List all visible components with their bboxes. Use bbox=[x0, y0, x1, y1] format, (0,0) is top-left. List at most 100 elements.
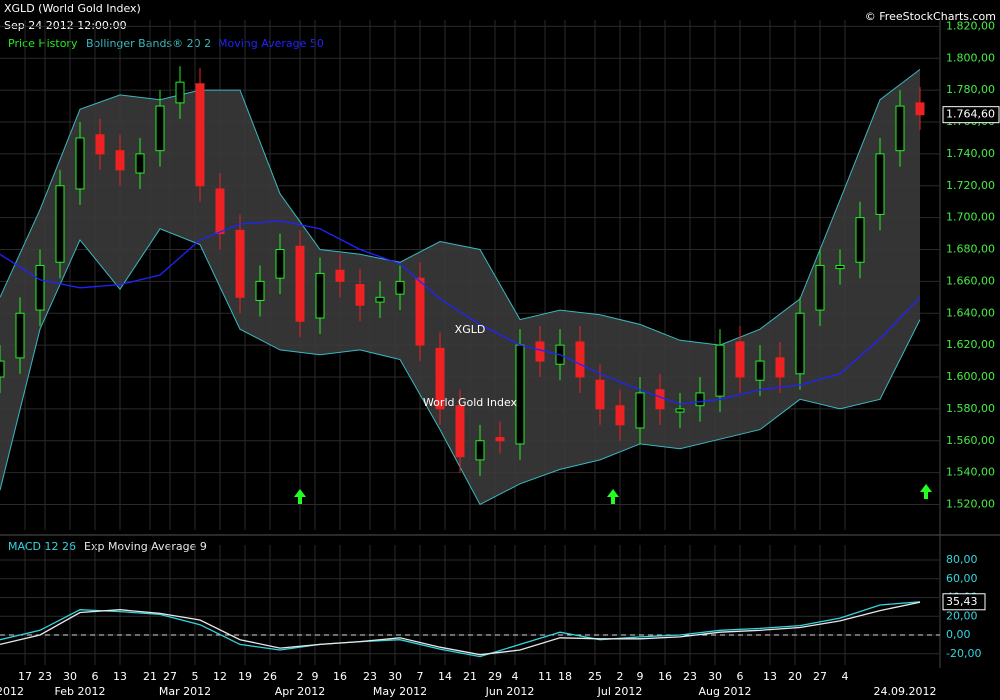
x-tick-label: 26 bbox=[263, 670, 277, 683]
candle-body bbox=[435, 347, 445, 410]
x-tick-label: 19 bbox=[238, 670, 252, 683]
candle-body bbox=[15, 312, 25, 359]
y-tick-label: 1.820,00 bbox=[946, 19, 995, 32]
y-tick-label: 1.780,00 bbox=[946, 83, 995, 96]
x-tick-label: 2 bbox=[297, 670, 304, 683]
candle-body bbox=[35, 264, 45, 311]
arrow bbox=[920, 484, 932, 499]
x-tick-label: 30 bbox=[388, 670, 402, 683]
last-price-box bbox=[942, 106, 1000, 124]
x-tick-label: 17 bbox=[18, 670, 32, 683]
x-tick-label: 21 bbox=[463, 670, 477, 683]
x-tick-label: 25 bbox=[588, 670, 602, 683]
month-label: Apr 2012 bbox=[275, 685, 326, 698]
x-tick-label: 4 bbox=[842, 670, 849, 683]
candles bbox=[0, 66, 925, 476]
candle-body bbox=[135, 153, 145, 174]
candle-body bbox=[635, 392, 645, 429]
y-tick-label: 1.560,00 bbox=[946, 434, 995, 447]
month-label: Jul 2012 bbox=[597, 685, 643, 698]
x-tick-label: 11 bbox=[538, 670, 552, 683]
x-tick-label: 23 bbox=[363, 670, 377, 683]
candle-body bbox=[575, 341, 585, 378]
y-tick-label: 1.660,00 bbox=[946, 274, 995, 287]
y-tick-label: 60,00 bbox=[946, 572, 978, 585]
x-tick-label: 20 bbox=[788, 670, 802, 683]
candle-body bbox=[535, 341, 545, 362]
candle-body bbox=[655, 389, 665, 410]
x-tick-label: 5 bbox=[192, 670, 199, 683]
x-tick-label: 9 bbox=[312, 670, 319, 683]
candle-body bbox=[695, 392, 705, 407]
candle-body bbox=[295, 245, 305, 322]
x-tick-label: 12 bbox=[213, 670, 227, 683]
chart-title: XGLD (World Gold Index) bbox=[4, 2, 141, 15]
y-tick-label: 1.740,00 bbox=[946, 147, 995, 160]
x-tick-label: 6 bbox=[92, 670, 99, 683]
watermark: XGLD bbox=[455, 323, 486, 336]
candle-body bbox=[215, 188, 225, 235]
x-tick-label: 2 bbox=[617, 670, 624, 683]
x-tick-label: 30 bbox=[708, 670, 722, 683]
candle-body bbox=[595, 379, 605, 410]
x-tick-label: 16 bbox=[658, 670, 672, 683]
band-fill bbox=[0, 69, 920, 505]
candle-body bbox=[855, 217, 865, 263]
candle-body bbox=[415, 277, 425, 346]
candle-body bbox=[775, 357, 785, 378]
candle-body bbox=[315, 272, 325, 319]
source: © FreeStockCharts.com bbox=[865, 10, 996, 23]
macd-line bbox=[0, 601, 921, 658]
x-tick-label: 9 bbox=[637, 670, 644, 683]
candle-body bbox=[115, 150, 125, 171]
candle-body bbox=[235, 229, 245, 298]
candle-body bbox=[455, 405, 465, 458]
x-tick-label: 13 bbox=[113, 670, 127, 683]
x-tick-label: 27 bbox=[163, 670, 177, 683]
y-tick-label: 1.640,00 bbox=[946, 306, 995, 319]
moving-average bbox=[0, 220, 921, 405]
y-tick-label: 1.600,00 bbox=[946, 370, 995, 383]
candle-body bbox=[475, 440, 485, 461]
month-label: Aug 2012 bbox=[699, 685, 752, 698]
candle-body bbox=[55, 185, 65, 263]
x-tick-label: 16 bbox=[333, 670, 347, 683]
last-price-label: 1.764,60 bbox=[946, 108, 995, 121]
candle-body bbox=[815, 264, 825, 311]
x-tick-label: 7 bbox=[417, 670, 424, 683]
legend-signal: Exp Moving Average 9 bbox=[84, 540, 207, 553]
candle-body bbox=[395, 280, 405, 295]
y-tick-label: 1.720,00 bbox=[946, 179, 995, 192]
x-tick-label: 27 bbox=[813, 670, 827, 683]
month-label: 24.09.2012 bbox=[874, 685, 937, 698]
candle-body bbox=[615, 405, 625, 426]
candle-body bbox=[75, 137, 85, 190]
x-tick-label: 6 bbox=[737, 670, 744, 683]
y-tick-label: 1.520,00 bbox=[946, 498, 995, 511]
x-tick-label: 30 bbox=[63, 670, 77, 683]
y-tick-label: 20,00 bbox=[946, 609, 978, 622]
candle-body bbox=[355, 284, 365, 306]
x-tick-label: 13 bbox=[763, 670, 777, 683]
candle-body bbox=[195, 83, 205, 187]
arrow bbox=[294, 489, 306, 504]
y-tick-label: 1.620,00 bbox=[946, 338, 995, 351]
candle-body bbox=[175, 81, 185, 104]
candle-body bbox=[275, 249, 285, 279]
legend-bands: Bollinger Bands® 20 2 bbox=[86, 37, 211, 50]
y-tick-label: 1.680,00 bbox=[946, 243, 995, 256]
month-label: Feb 2012 bbox=[55, 685, 106, 698]
x-tick-label: 21 bbox=[143, 670, 157, 683]
arrow bbox=[607, 489, 619, 504]
candle-body bbox=[335, 269, 345, 282]
y-tick-label: 1.700,00 bbox=[946, 211, 995, 224]
y-tick-label: 1.540,00 bbox=[946, 466, 995, 479]
x-tick-label: 29 bbox=[488, 670, 502, 683]
candle-body bbox=[155, 105, 165, 152]
candle-body bbox=[675, 408, 685, 413]
legend-ma: Moving Average 50 bbox=[218, 37, 324, 50]
candle-body bbox=[515, 344, 525, 445]
watermark-sub: World Gold Index bbox=[423, 396, 518, 409]
month-label: Mar 2012 bbox=[159, 685, 211, 698]
